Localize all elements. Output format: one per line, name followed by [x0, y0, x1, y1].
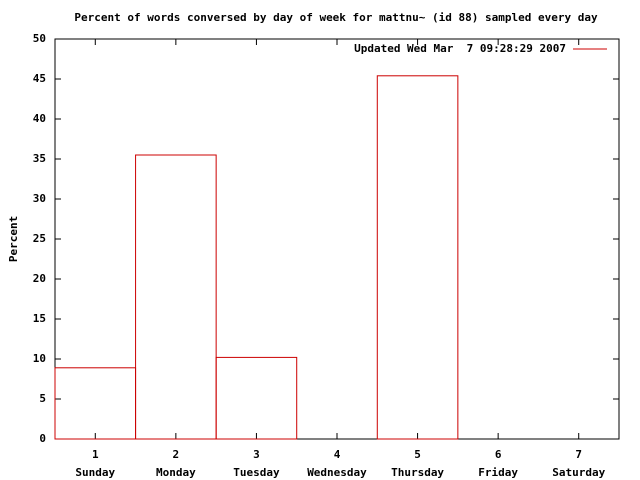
- x-tick-label: 4: [334, 448, 341, 461]
- x-category-label: Saturday: [552, 466, 605, 479]
- y-tick-label: 50: [33, 32, 46, 45]
- bar: [215, 356, 298, 440]
- legend-label: Updated Wed Mar 7 09:28:29 2007: [354, 42, 566, 55]
- plot-frame: [54, 38, 620, 440]
- y-tick-label: 15: [33, 312, 46, 325]
- y-axis-label: Percent: [7, 216, 20, 262]
- x-category-label: Friday: [478, 466, 518, 479]
- bar: [54, 367, 137, 440]
- chart-title: Percent of words conversed by day of wee…: [74, 11, 598, 24]
- bar: [135, 154, 217, 440]
- y-tick-label: 35: [33, 152, 46, 165]
- y-tick-label: 0: [39, 432, 46, 445]
- x-tick-label: 6: [495, 448, 502, 461]
- x-tick-label: 2: [173, 448, 180, 461]
- y-tick-label: 30: [33, 192, 46, 205]
- bar: [376, 75, 459, 440]
- x-category-label: Tuesday: [233, 466, 280, 479]
- x-tick-label: 3: [253, 448, 260, 461]
- x-category-label: Thursday: [391, 466, 444, 479]
- x-tick-label: 5: [414, 448, 421, 461]
- x-category-label: Sunday: [75, 466, 115, 479]
- y-tick-label: 40: [33, 112, 46, 125]
- x-category-label: Monday: [156, 466, 196, 479]
- y-tick-label: 10: [33, 352, 46, 365]
- x-tick-label: 1: [92, 448, 99, 461]
- x-tick-label: 7: [575, 448, 582, 461]
- y-tick-label: 25: [33, 232, 46, 245]
- y-tick-label: 5: [39, 392, 46, 405]
- y-tick-label: 45: [33, 72, 46, 85]
- x-category-label: Wednesday: [307, 466, 367, 479]
- y-tick-label: 20: [33, 272, 46, 285]
